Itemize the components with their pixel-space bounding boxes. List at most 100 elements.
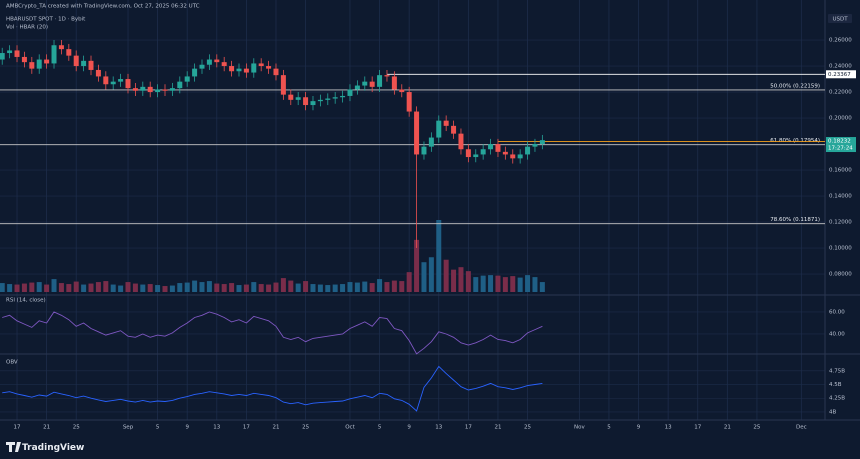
candle-body bbox=[525, 146, 531, 155]
volume-bar bbox=[95, 282, 101, 292]
volume-bar bbox=[480, 275, 486, 292]
volume-label: Vol · HBAR (20) bbox=[6, 25, 48, 31]
candle-body bbox=[155, 89, 161, 93]
candle-body bbox=[325, 98, 331, 100]
candle-body bbox=[44, 59, 50, 64]
candle-body bbox=[103, 76, 109, 85]
volume-bar bbox=[510, 276, 516, 292]
volume-bar bbox=[495, 275, 501, 292]
x-tick-label: 25 bbox=[524, 425, 531, 431]
y-tick-label: 4.25B bbox=[829, 396, 845, 402]
candle-body bbox=[340, 95, 346, 98]
currency: USDT bbox=[832, 17, 848, 23]
candle-body bbox=[436, 120, 442, 138]
candle-body bbox=[517, 154, 523, 159]
obv-title: OBV bbox=[6, 360, 18, 366]
x-tick-label: 21 bbox=[272, 425, 279, 431]
y-tick-label: 0.16000 bbox=[829, 168, 852, 174]
volume-bar bbox=[303, 281, 309, 292]
candle-body bbox=[88, 60, 94, 70]
candle-body bbox=[465, 149, 471, 158]
candle-body bbox=[354, 85, 360, 90]
level-tag bbox=[826, 70, 856, 79]
candle-body bbox=[414, 111, 420, 155]
x-tick-label: 9 bbox=[637, 425, 641, 431]
volume-bar bbox=[206, 281, 212, 292]
volume-bar bbox=[7, 284, 13, 292]
volume-bar bbox=[288, 280, 294, 292]
volume-bar bbox=[132, 283, 138, 292]
candle-body bbox=[303, 97, 309, 106]
x-tick-label: 25 bbox=[73, 425, 80, 431]
candle-body bbox=[51, 45, 57, 64]
y-tick-label: 0.08000 bbox=[829, 272, 852, 278]
volume-bar bbox=[325, 285, 331, 292]
volume-bar bbox=[473, 277, 479, 292]
volume-bar bbox=[147, 284, 153, 292]
candle-body bbox=[369, 81, 375, 87]
y-tick-label: 4.75B bbox=[829, 368, 845, 374]
candle-body bbox=[251, 63, 257, 73]
volume-bar bbox=[525, 275, 531, 292]
volume-bar bbox=[465, 271, 471, 292]
candle-body bbox=[36, 59, 42, 69]
y-tick-label: 60.00 bbox=[829, 309, 845, 315]
volume-bar bbox=[488, 275, 494, 292]
volume-bar bbox=[110, 284, 116, 292]
tradingview-logo: TradingView bbox=[6, 442, 84, 453]
volume-bar bbox=[399, 281, 405, 292]
x-tick-label: Dec bbox=[796, 425, 807, 431]
rsi-title: RSI (14, close) bbox=[6, 298, 46, 304]
volume-bar bbox=[169, 285, 175, 292]
volume-bar bbox=[214, 283, 220, 292]
x-tick-label: 25 bbox=[753, 425, 760, 431]
volume-bar bbox=[340, 284, 346, 292]
candle-body bbox=[510, 154, 516, 159]
candle-body bbox=[199, 64, 205, 69]
candle-body bbox=[229, 66, 235, 72]
last-price: 0.18232 bbox=[828, 139, 851, 145]
volume-bar bbox=[354, 282, 360, 292]
volume-bar bbox=[377, 279, 383, 292]
currency-badge bbox=[828, 14, 852, 23]
x-tick-label: 9 bbox=[407, 425, 411, 431]
volume-bar bbox=[21, 283, 27, 292]
candle-body bbox=[362, 81, 368, 86]
volume-bar bbox=[118, 285, 124, 292]
candle-body bbox=[391, 76, 397, 90]
x-tick-label: Sep bbox=[123, 425, 134, 431]
candle-body bbox=[399, 89, 405, 93]
candle-body bbox=[177, 81, 183, 89]
indicator-line bbox=[2, 311, 543, 355]
candle-body bbox=[140, 86, 146, 91]
candle-body bbox=[192, 68, 198, 77]
candle-body bbox=[7, 50, 13, 54]
credit: AMBCrypto_TA created with TradingView.co… bbox=[6, 4, 200, 10]
candle-body bbox=[451, 125, 457, 134]
volume-bar bbox=[44, 284, 50, 292]
volume-bar bbox=[258, 284, 264, 292]
candle-body bbox=[29, 62, 35, 69]
candle-body bbox=[532, 144, 538, 147]
price-tag bbox=[826, 137, 856, 153]
volume-bar bbox=[428, 257, 434, 292]
candle-body bbox=[125, 79, 131, 89]
volume-bar bbox=[140, 284, 146, 292]
volume-bar bbox=[221, 284, 227, 292]
candle-body bbox=[162, 89, 168, 91]
candle-body bbox=[147, 86, 153, 93]
level-label: 78.60% (0.11871) bbox=[770, 217, 820, 223]
candle-body bbox=[473, 154, 479, 158]
volume-bar bbox=[280, 278, 286, 292]
volume-bar bbox=[125, 282, 131, 292]
volume-bar bbox=[0, 283, 5, 292]
volume-bar bbox=[436, 220, 442, 292]
candle-body bbox=[184, 76, 190, 82]
candle-body bbox=[258, 63, 264, 67]
candle-body bbox=[221, 62, 227, 67]
volume-bar bbox=[51, 279, 57, 292]
volume-bar bbox=[369, 283, 375, 292]
candle-body bbox=[377, 75, 383, 87]
candle-body bbox=[236, 68, 242, 72]
